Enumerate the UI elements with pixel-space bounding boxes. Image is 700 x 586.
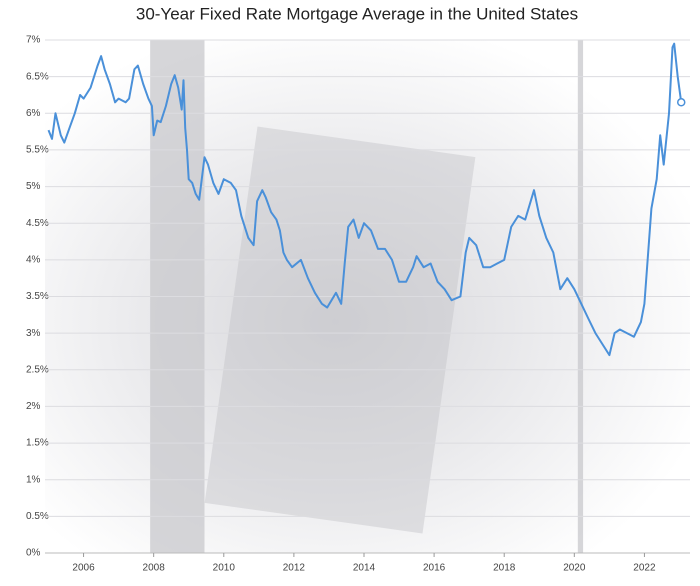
y-tick-label: 5.5% <box>26 145 49 156</box>
end-marker <box>676 98 686 107</box>
y-tick-label: 0.5% <box>26 511 49 522</box>
y-tick-label: 2% <box>26 401 41 412</box>
chart-title: 30-Year Fixed Rate Mortgage Average in t… <box>136 4 578 23</box>
x-tick-label: 2008 <box>143 563 166 574</box>
y-tick-label: 6% <box>26 108 41 119</box>
y-tick-label: 2.5% <box>26 364 49 375</box>
x-tick-label: 2022 <box>633 563 656 574</box>
y-tick-label: 7% <box>26 35 41 46</box>
x-tick-label: 2020 <box>563 563 586 574</box>
x-tick-label: 2006 <box>72 563 95 574</box>
y-tick-label: 4% <box>26 254 41 265</box>
background-sign <box>204 126 476 534</box>
x-tick-label: 2014 <box>353 563 376 574</box>
x-tick-label: 2010 <box>213 563 236 574</box>
x-tick-label: 2012 <box>283 563 306 574</box>
line-series <box>47 42 683 357</box>
y-tick-label: 1% <box>26 474 41 485</box>
x-tick-label: 2018 <box>493 563 516 574</box>
y-tick-label: 1.5% <box>26 438 49 449</box>
y-tick-label: 4.5% <box>26 218 49 229</box>
x-tick-label: 2016 <box>423 563 446 574</box>
y-tick-label: 3.5% <box>26 291 49 302</box>
y-tick-label: 5% <box>26 181 41 192</box>
y-tick-label: 3% <box>26 328 41 339</box>
y-tick-label: 6.5% <box>26 71 49 82</box>
y-tick-label: 0% <box>26 548 41 559</box>
